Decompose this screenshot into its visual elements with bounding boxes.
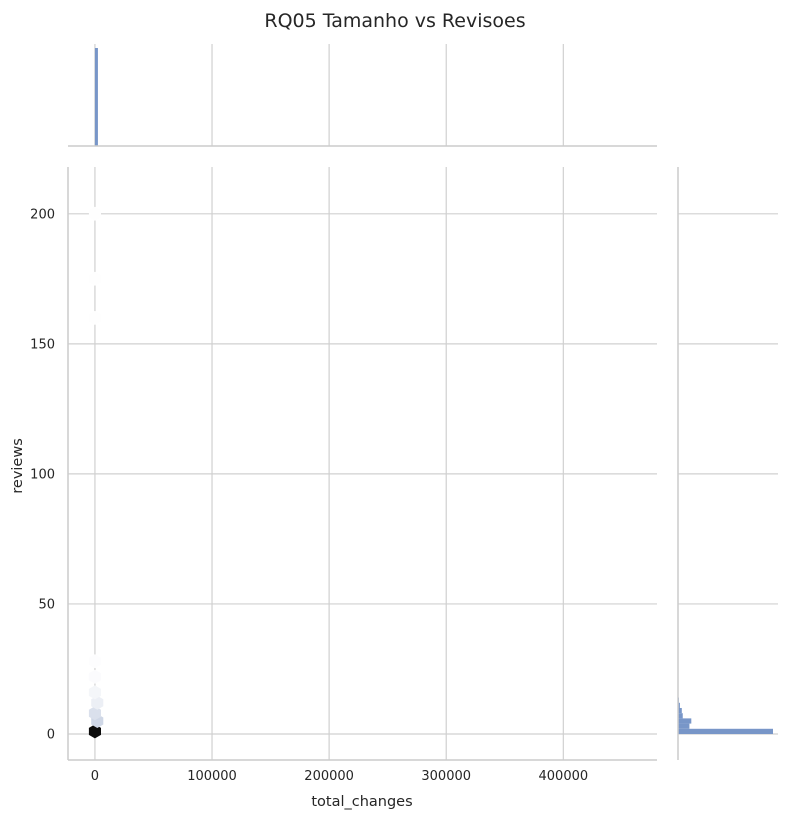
y-tick-label: 150 <box>30 337 55 352</box>
top-marginal-histogram <box>68 44 657 147</box>
hexbin-cell <box>88 706 101 721</box>
chart-title: RQ05 Tamanho vs Revisoes <box>264 10 525 32</box>
hexbin-cell <box>88 271 101 286</box>
x-tick-label: 0 <box>91 769 99 784</box>
x-tick-label: 200000 <box>304 769 354 784</box>
y-tick-label: 200 <box>30 207 55 222</box>
right-marginal-bar <box>678 702 680 708</box>
right-marginal-bar <box>678 713 683 719</box>
right-marginal-bar <box>678 707 682 714</box>
x-tick-label: 300000 <box>421 769 471 784</box>
y-tick-label: 100 <box>30 467 55 482</box>
right-marginal-histogram <box>677 167 778 760</box>
hexbin-cell <box>88 669 101 684</box>
y-tick-label: 50 <box>38 597 55 612</box>
hexbin-cell <box>91 695 104 710</box>
x-tick-label: 400000 <box>539 769 589 784</box>
right-marginal-bar <box>678 728 773 734</box>
hexbin-cell <box>88 685 101 700</box>
top-marginal-bar <box>94 48 98 146</box>
x-tick-label: 100000 <box>187 769 237 784</box>
hexbin-cell <box>88 206 101 221</box>
y-axis-label: reviews <box>10 438 26 494</box>
x-axis-label: total_changes <box>311 794 412 810</box>
right-marginal-bar <box>678 718 692 724</box>
hexbin-cell <box>88 724 101 739</box>
main-hexbin-plot: 0 100000 200000 300000 400000 0 50 100 150 200 <box>30 167 657 784</box>
y-tick-label: 0 <box>47 727 55 742</box>
right-marginal-bar <box>678 723 690 729</box>
hexbin-cell <box>88 654 101 669</box>
hexbin-cell <box>88 310 101 325</box>
